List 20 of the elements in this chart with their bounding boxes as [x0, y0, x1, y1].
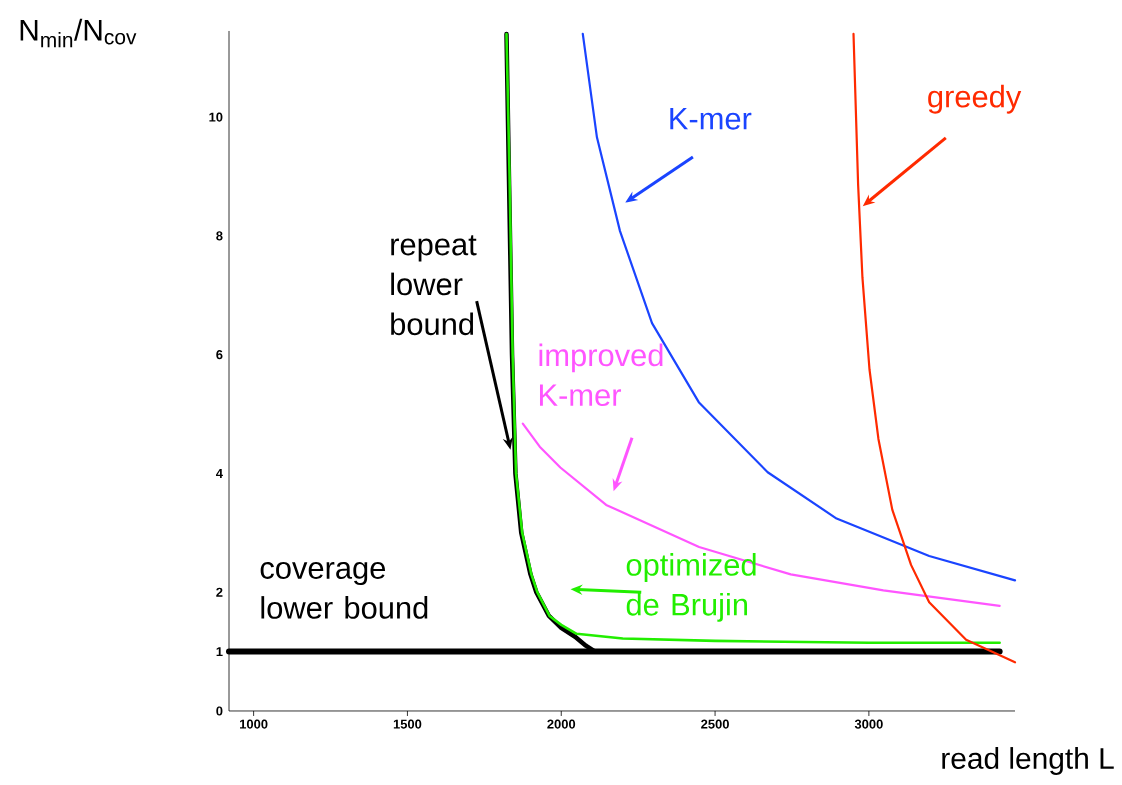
x-tick-label: 1500	[393, 719, 422, 729]
y-tick-label: 4	[215, 468, 223, 478]
y-tick-label: 0	[216, 706, 223, 716]
legend-label: optimized de Brujin	[626, 553, 756, 622]
y-tick-label: 8	[216, 231, 223, 241]
x-tick-label: 1000	[240, 719, 268, 729]
series-label: repeat lower bound	[391, 235, 477, 336]
series-label: coverage lower bound	[260, 562, 428, 619]
y-tick-label: 10	[209, 112, 223, 122]
y-axis-title: N$_{min}$/N$_{cov}$	[20, 18, 137, 48]
text: greedy	[928, 84, 1022, 114]
y-tick-label: 2	[216, 587, 223, 597]
x-tick-label: 3000	[854, 719, 883, 729]
y-tick-label: 1	[216, 647, 223, 657]
y-tick-label: 6	[216, 350, 223, 360]
x-tick-label: 2000	[547, 719, 576, 729]
text: K-mer	[670, 108, 752, 130]
x-axis-title: read length L	[942, 747, 1114, 775]
x-tick-label: 2500	[701, 719, 729, 729]
series-label: improved K-mer	[539, 343, 663, 407]
